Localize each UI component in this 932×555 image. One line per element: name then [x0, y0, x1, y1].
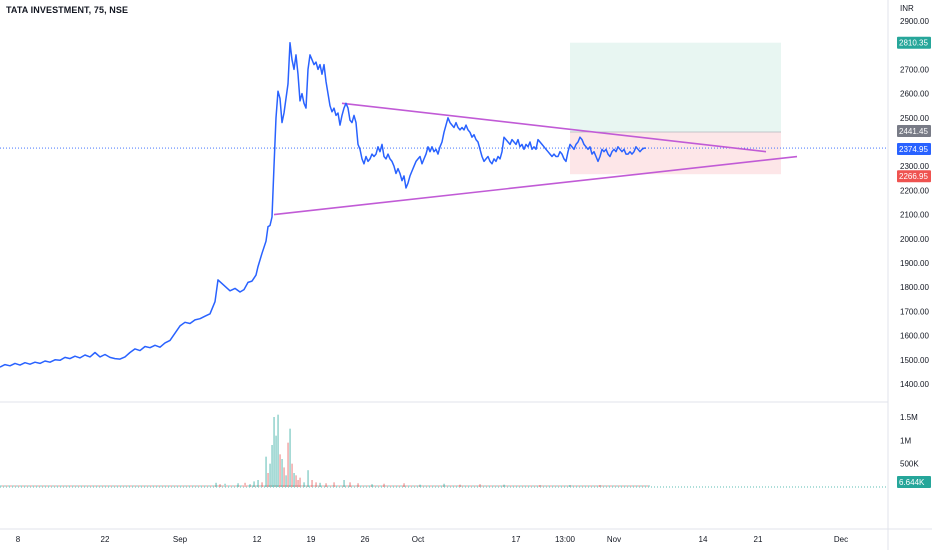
volume-bar: [273, 417, 275, 487]
time-tick-label: 19: [307, 535, 316, 544]
volume-bar: [295, 475, 297, 487]
volume-bar: [237, 483, 239, 487]
volume-bar: [403, 483, 405, 487]
volume-bar: [219, 484, 221, 487]
time-tick-label: 12: [253, 535, 262, 544]
volume-bar: [303, 482, 305, 487]
time-tick-label: 14: [699, 535, 708, 544]
price-tick-label: 2900.00: [900, 17, 929, 26]
time-tick-label: Nov: [607, 535, 621, 544]
volume-bar: [307, 470, 309, 487]
volume-bar: [275, 435, 277, 487]
volume-bar: [289, 428, 291, 487]
volume-bar: [265, 456, 267, 487]
volume-bar: [277, 414, 279, 487]
volume-bar: [419, 484, 421, 487]
time-tick-label: 22: [101, 535, 110, 544]
time-tick-label: 13:00: [555, 535, 576, 544]
volume-bar: [383, 483, 385, 487]
price-series-line: [0, 42, 646, 368]
upper-trendline: [341, 102, 767, 153]
volume-bar: [479, 484, 481, 487]
volume-bar: [357, 483, 359, 487]
volume-tick-label: 1.5M: [900, 413, 918, 422]
price-tick-label: 1400.00: [900, 380, 929, 389]
price-tick-label: 2300.00: [900, 162, 929, 171]
price-tick-label: 2200.00: [900, 186, 929, 195]
stop-badge-bg: [897, 170, 931, 183]
time-tick-label: 17: [512, 535, 521, 544]
time-tick-label: 8: [16, 535, 21, 544]
volume-bar: [287, 442, 289, 487]
volume-bar: [244, 482, 246, 487]
volume-bar: [343, 480, 345, 487]
volume-tick-label: 500K: [900, 460, 919, 469]
entry-badge-bg: [897, 124, 931, 137]
target-badge: 2810.35: [899, 39, 928, 48]
volume-bar: [443, 483, 445, 487]
price-tick-label: 2700.00: [900, 65, 929, 74]
volume-bar: [539, 485, 541, 487]
stop-badge: 2266.95: [899, 172, 928, 181]
volume-bar: [503, 484, 505, 487]
volume-bar: [279, 454, 281, 487]
volume-bar: [269, 463, 271, 487]
volume-bar: [371, 484, 373, 487]
last-price-badge: 2374.95: [899, 145, 928, 154]
chart-title: TATA INVESTMENT, 75, NSE: [6, 5, 129, 15]
volume-bar: [297, 480, 299, 487]
volume-bar: [319, 482, 321, 487]
last-price-badge-bg: [897, 143, 931, 156]
volume-bar: [291, 463, 293, 487]
price-tick-label: 1500.00: [900, 356, 929, 365]
volume-bar: [293, 473, 295, 487]
volume-bar: [253, 481, 255, 487]
volume-bar: [333, 482, 335, 487]
price-tick-label: 1700.00: [900, 307, 929, 316]
time-tick-label: Dec: [834, 535, 848, 544]
time-tick-label: 26: [361, 535, 370, 544]
volume-tick-label: 1M: [900, 436, 911, 445]
volume-badge-bg: [897, 476, 931, 488]
volume-bar: [285, 475, 287, 487]
volume-bar: [281, 459, 283, 487]
price-tick-label: 2100.00: [900, 211, 929, 220]
price-tick-label: 1800.00: [900, 283, 929, 292]
target-badge-bg: [897, 36, 931, 49]
time-tick-label: Sep: [173, 535, 188, 544]
volume-bar: [267, 473, 269, 487]
volume-bar: [224, 483, 226, 487]
volume-bar: [311, 480, 313, 487]
volume-bar: [315, 482, 317, 487]
lower-trendline: [273, 155, 798, 216]
volume-bar: [325, 483, 327, 487]
price-tick-label: 1600.00: [900, 332, 929, 341]
volume-bar: [271, 445, 273, 487]
volume-badge: 6.644K: [899, 478, 925, 487]
target-zone: [570, 42, 781, 132]
price-tick-label: 2500.00: [900, 114, 929, 123]
volume-bar: [215, 482, 217, 487]
currency-label: INR: [900, 4, 914, 13]
price-tick-label: 1900.00: [900, 259, 929, 268]
volume-bar: [261, 482, 263, 487]
entry-badge: 2441.45: [899, 127, 928, 136]
time-tick-label: Oct: [412, 535, 425, 544]
price-tick-label: 2000.00: [900, 235, 929, 244]
volume-bar: [569, 485, 571, 487]
volume-bar: [459, 484, 461, 487]
volume-bar: [283, 467, 285, 487]
price-tick-label: 2600.00: [900, 90, 929, 99]
stop-zone: [570, 131, 781, 175]
volume-bar: [599, 485, 601, 487]
volume-bar: [349, 482, 351, 487]
time-tick-label: 21: [754, 535, 763, 544]
volume-bar: [299, 477, 301, 487]
volume-bar: [249, 484, 251, 487]
volume-bar: [257, 480, 259, 487]
